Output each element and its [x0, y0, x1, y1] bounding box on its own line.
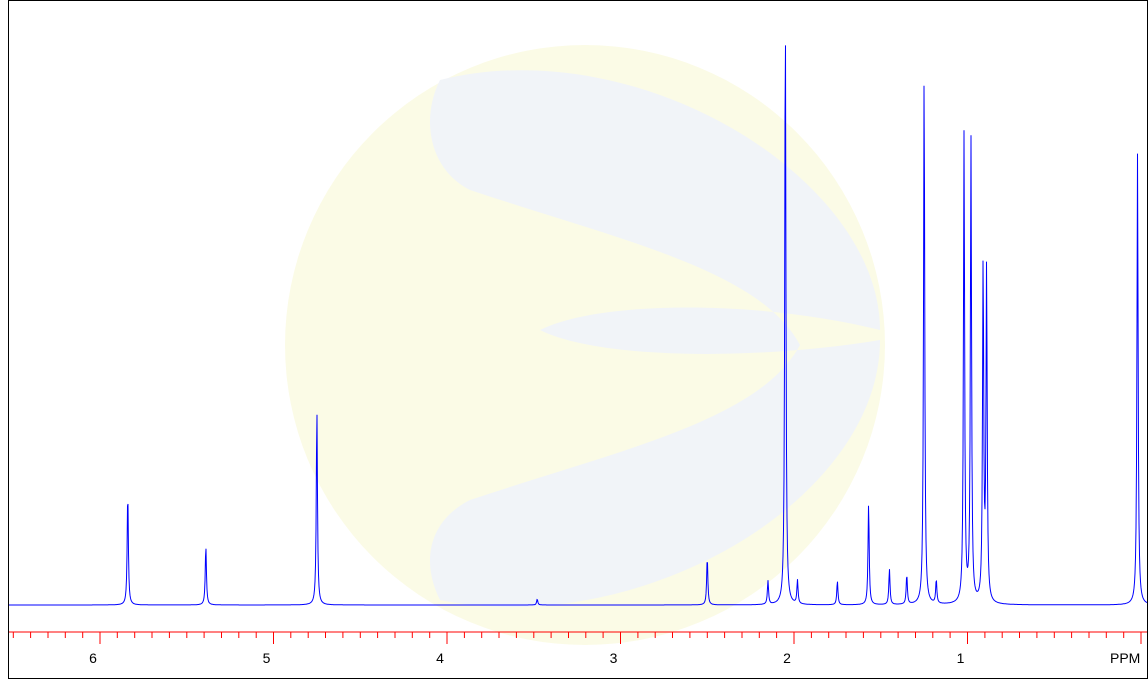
x-tick-label: 4 — [436, 650, 444, 666]
watermark-inner-shape — [430, 70, 880, 607]
x-axis-tick-labels: 6 5 4 3 2 1 — [89, 650, 965, 666]
x-tick-label: 5 — [263, 650, 271, 666]
x-axis-ticks — [12, 632, 1142, 644]
spectrum-line — [9, 45, 1148, 606]
watermark-logo — [285, 45, 885, 645]
x-axis-unit-label: PPM — [1110, 650, 1140, 666]
x-tick-label: 6 — [89, 650, 97, 666]
x-tick-label: 3 — [610, 650, 618, 666]
x-tick-label: 2 — [783, 650, 791, 666]
x-tick-label: 1 — [957, 650, 965, 666]
